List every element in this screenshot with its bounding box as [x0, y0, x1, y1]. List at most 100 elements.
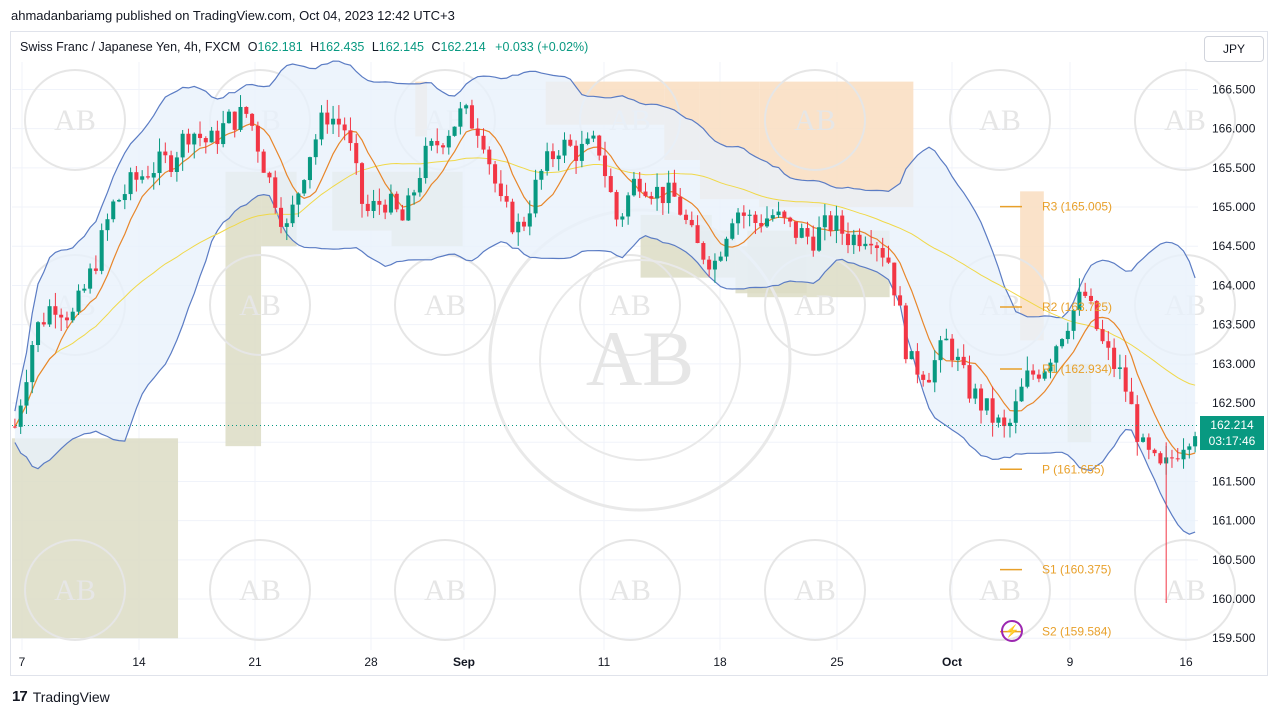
candle-body	[267, 172, 272, 178]
watermark-ring	[949, 539, 1051, 641]
watermark-ring	[24, 69, 126, 171]
candle-body	[631, 178, 636, 196]
candle-body	[319, 112, 324, 140]
candle-body	[926, 379, 932, 383]
candle-body	[1181, 449, 1186, 460]
candle-body	[440, 145, 446, 148]
candle-body	[250, 113, 255, 126]
candle-body	[1025, 370, 1030, 387]
watermark-text: AB	[979, 574, 1021, 607]
open-value: 162.181	[257, 40, 303, 54]
candle-body	[417, 178, 422, 193]
watermark-ring	[209, 254, 311, 356]
candle-body	[805, 228, 810, 237]
candle-body	[973, 388, 978, 399]
candle-body	[232, 111, 237, 130]
price-axis: 166.500 166.000 165.500 165.000 164.500 164.0…	[1212, 82, 1256, 645]
candle-body	[145, 176, 150, 178]
lightning-icon[interactable]: ⚡	[1001, 620, 1023, 642]
candle-body	[840, 215, 845, 234]
candle-body	[961, 356, 966, 366]
candle-body	[1152, 449, 1157, 454]
candle-body	[157, 151, 162, 174]
currency-button[interactable]: JPY	[1204, 36, 1264, 62]
candle-body	[678, 196, 683, 215]
candle-body	[753, 214, 758, 223]
candle-body	[238, 106, 243, 130]
symbol-legend: Swiss Franc / Japanese Yen, 4h, FXCM O16…	[20, 40, 588, 54]
candle-body	[1112, 347, 1117, 369]
candle-body	[1100, 329, 1105, 342]
candle-body	[336, 118, 341, 125]
bollinger-upper-line	[14, 60, 1196, 412]
candle-body	[533, 179, 538, 214]
candle-body	[394, 193, 399, 210]
candle-body	[1083, 291, 1088, 296]
candle-body	[255, 125, 260, 152]
candle-body	[1135, 404, 1140, 442]
candle-body	[261, 151, 266, 173]
candle-body	[273, 177, 278, 208]
candle-body	[967, 365, 972, 399]
watermark-ring	[579, 254, 681, 356]
candle-body	[556, 155, 561, 160]
pivot-label-r2: R2 (163.725)	[1042, 300, 1112, 314]
candle-body	[550, 151, 555, 160]
x-tick-label: 25	[830, 655, 844, 669]
candle-body	[12, 426, 17, 428]
watermark-ring	[764, 69, 866, 171]
candle-body	[857, 234, 862, 247]
candle-body	[452, 126, 457, 136]
candle-body	[1002, 417, 1007, 427]
demand-zone	[12, 438, 179, 639]
watermark-text: AB	[54, 104, 96, 137]
candle-body	[203, 138, 208, 143]
candle-body	[192, 133, 197, 145]
candle-body	[215, 130, 220, 145]
y-tick-label: 159.500	[1212, 631, 1256, 645]
candle-body	[290, 204, 295, 224]
candle-body	[568, 139, 573, 146]
candle-body	[128, 172, 133, 195]
candle-body	[764, 218, 770, 227]
watermark-text: AB	[54, 574, 96, 607]
candle-body	[244, 106, 249, 114]
candle-body	[117, 200, 122, 202]
candle-body	[429, 140, 434, 146]
candle-body	[197, 133, 203, 139]
candle-body	[695, 225, 700, 244]
candle-body	[898, 295, 903, 306]
candle-body	[464, 105, 469, 109]
candle-body	[880, 248, 885, 258]
last-price-value: 162.214	[1210, 418, 1254, 432]
pivot-label-s2: S2 (159.584)	[1042, 625, 1111, 639]
candle-body	[597, 135, 602, 156]
candle-body	[30, 345, 35, 383]
watermark-text: AB	[794, 104, 836, 137]
y-tick-label: 163.500	[1212, 318, 1256, 332]
watermark-text: AB	[424, 289, 466, 322]
candle-body	[747, 214, 752, 216]
candle-body	[990, 398, 995, 423]
candle-body	[1071, 310, 1076, 331]
high-value: 162.435	[319, 40, 365, 54]
candle-body	[718, 256, 723, 261]
y-tick-label: 165.500	[1212, 161, 1256, 175]
candle-body	[608, 176, 613, 193]
candle-body	[174, 157, 179, 172]
candle-body	[284, 223, 289, 227]
open-label: O	[247, 40, 258, 54]
low-value: 162.145	[378, 40, 424, 54]
y-tick-label: 162.500	[1212, 396, 1256, 410]
pivot-label-r3: R3 (165.005)	[1042, 200, 1112, 214]
y-tick-label: 161.000	[1212, 514, 1256, 528]
candle-body	[76, 290, 81, 312]
x-tick-label: 14	[132, 655, 146, 669]
tradingview-brand[interactable]: 17 TradingView	[12, 688, 110, 705]
y-tick-label: 163.000	[1212, 357, 1256, 371]
candle-body	[984, 398, 989, 411]
candle-body	[307, 157, 312, 181]
x-tick-label: Sep	[453, 655, 475, 669]
y-tick-label: 161.500	[1212, 474, 1256, 488]
